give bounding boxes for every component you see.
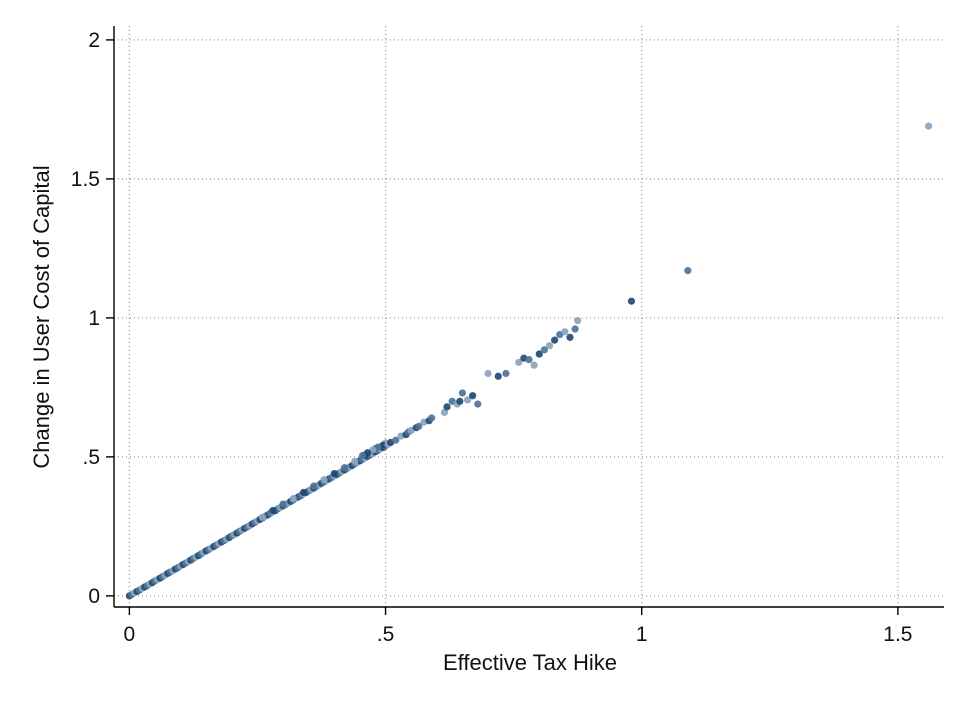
data-point	[269, 506, 277, 515]
y-tick-label-4: 2	[88, 29, 100, 52]
data-point	[551, 336, 559, 344]
data-point	[428, 414, 436, 422]
data-point	[530, 361, 538, 369]
grid-layer	[114, 26, 944, 607]
data-point	[440, 408, 449, 417]
data-point	[392, 436, 400, 444]
data-point	[456, 397, 464, 405]
x-tick-label-1: .5	[377, 623, 395, 646]
data-point	[574, 317, 582, 325]
y-tick-label-0: 0	[88, 585, 100, 608]
data-point	[494, 372, 502, 380]
data-point	[502, 369, 510, 378]
data-point	[535, 350, 543, 358]
data-point	[925, 122, 933, 130]
x-tick-label-0: 0	[124, 623, 136, 646]
data-point	[474, 400, 482, 408]
data-point	[469, 392, 477, 400]
data-point	[330, 469, 338, 478]
data-point	[258, 513, 267, 521]
data-point	[627, 297, 636, 305]
y-tick-label-1: .5	[82, 446, 100, 469]
data-point	[310, 482, 318, 490]
y-axis-title: Change in User Cost of Capital	[29, 165, 54, 468]
y-tick-label-3: 1.5	[71, 168, 100, 191]
data-point	[484, 369, 492, 378]
data-point	[458, 389, 466, 397]
data-point	[566, 333, 574, 341]
axes-layer	[106, 26, 944, 615]
data-point	[358, 451, 367, 460]
data-point	[289, 494, 297, 503]
x-tick-label-2: 1	[636, 623, 648, 646]
data-point	[340, 464, 349, 472]
data-point	[320, 476, 328, 484]
data-point	[415, 422, 423, 430]
data-point	[561, 328, 569, 336]
data-point	[684, 267, 692, 275]
x-axis-title: Effective Tax Hike	[443, 650, 617, 675]
data-point	[299, 488, 308, 497]
data-point	[515, 358, 523, 366]
data-point	[443, 403, 451, 411]
data-point	[540, 346, 548, 354]
data-point	[545, 342, 554, 350]
data-point	[351, 457, 359, 465]
y-tick-label-2: 1	[88, 307, 100, 330]
labels-layer: 0 .5 1 1.5 0 .5 1 1.5 2	[71, 29, 913, 646]
x-tick-label-3: 1.5	[883, 623, 912, 646]
data-point	[525, 355, 533, 364]
data-point	[279, 500, 287, 508]
points-layer	[125, 122, 933, 600]
data-point	[463, 396, 472, 404]
data-point	[571, 325, 579, 333]
